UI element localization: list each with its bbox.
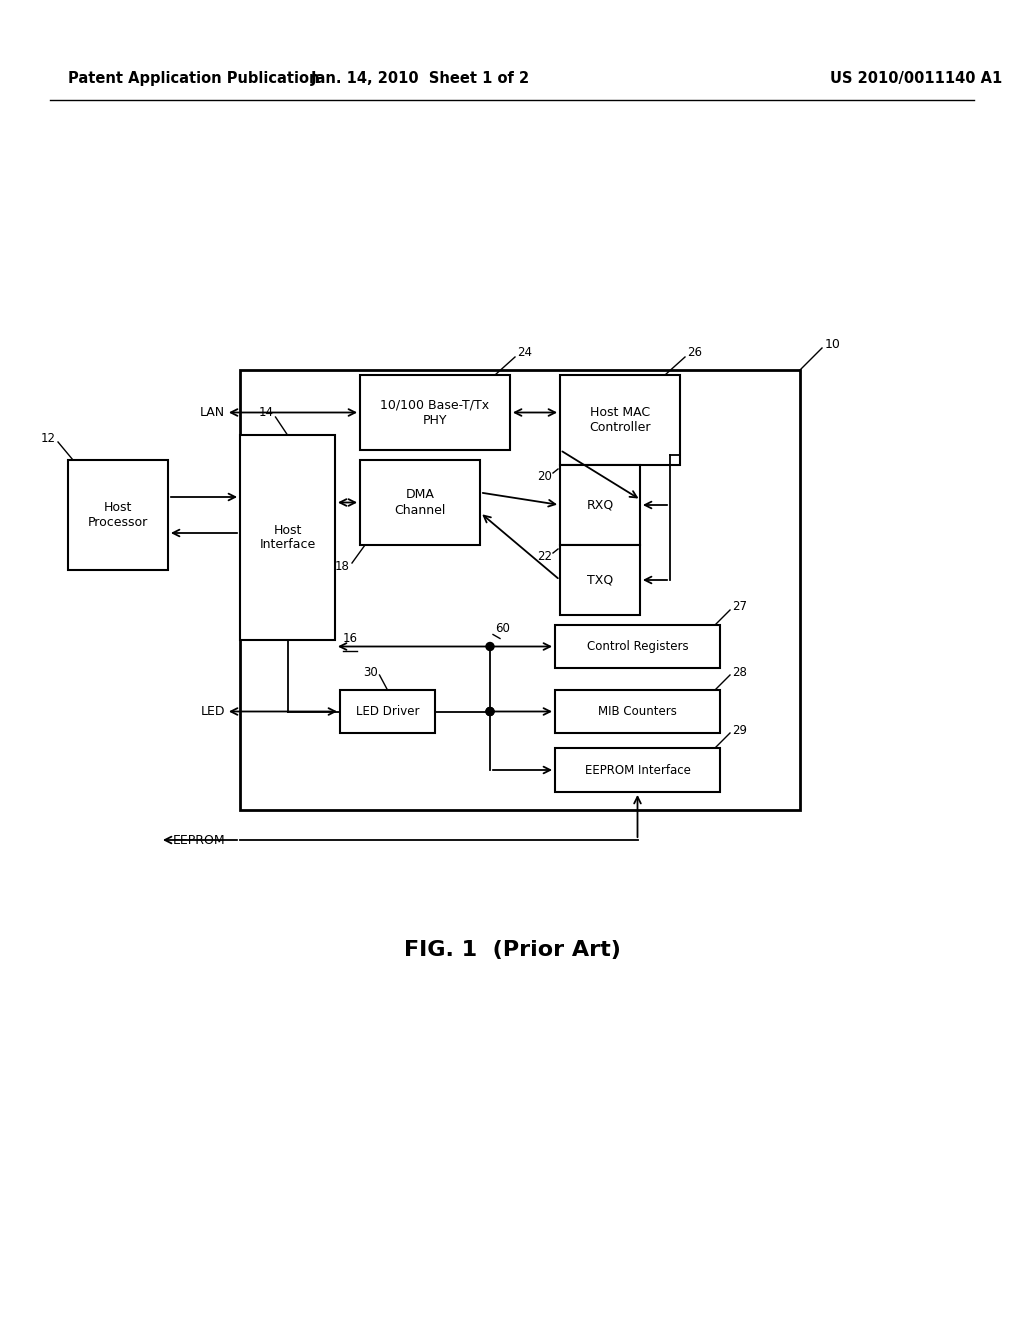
Text: 16: 16 bbox=[343, 631, 358, 644]
Text: 10: 10 bbox=[825, 338, 841, 351]
Text: MIB Counters: MIB Counters bbox=[598, 705, 677, 718]
Text: LED: LED bbox=[201, 705, 225, 718]
Text: 20: 20 bbox=[538, 470, 552, 483]
Text: 28: 28 bbox=[732, 665, 746, 678]
Text: 29: 29 bbox=[732, 723, 746, 737]
Text: EEPROM: EEPROM bbox=[172, 833, 225, 846]
Bar bbox=[555, 748, 720, 792]
Bar bbox=[560, 465, 640, 545]
Text: 60: 60 bbox=[495, 622, 510, 635]
Text: Patent Application Publication: Patent Application Publication bbox=[68, 70, 319, 86]
Text: 30: 30 bbox=[362, 665, 378, 678]
Text: 27: 27 bbox=[732, 601, 746, 614]
Text: 22: 22 bbox=[537, 550, 552, 564]
Circle shape bbox=[486, 708, 494, 715]
Text: Control Registers: Control Registers bbox=[587, 640, 688, 653]
Text: 26: 26 bbox=[687, 346, 702, 359]
Circle shape bbox=[486, 643, 494, 651]
Bar bbox=[560, 545, 640, 615]
Text: TXQ: TXQ bbox=[587, 573, 613, 586]
Text: Host MAC
Controller: Host MAC Controller bbox=[589, 407, 650, 434]
Text: 10/100 Base-T/Tx
PHY: 10/100 Base-T/Tx PHY bbox=[381, 399, 489, 426]
Bar bbox=[560, 375, 680, 465]
Text: LED Driver: LED Driver bbox=[355, 705, 419, 718]
Text: 14: 14 bbox=[258, 407, 273, 420]
Text: Host
Interface: Host Interface bbox=[259, 524, 315, 552]
Bar bbox=[340, 690, 435, 733]
Text: 18: 18 bbox=[335, 561, 350, 573]
Bar bbox=[240, 370, 800, 810]
Text: LAN: LAN bbox=[200, 407, 225, 418]
Text: RXQ: RXQ bbox=[587, 499, 613, 511]
Text: 24: 24 bbox=[517, 346, 532, 359]
Bar bbox=[68, 459, 168, 570]
Bar bbox=[360, 375, 510, 450]
Text: EEPROM Interface: EEPROM Interface bbox=[585, 763, 690, 776]
Bar bbox=[240, 436, 335, 640]
Text: US 2010/0011140 A1: US 2010/0011140 A1 bbox=[830, 70, 1002, 86]
Text: 12: 12 bbox=[41, 432, 56, 445]
Bar bbox=[555, 624, 720, 668]
Text: FIG. 1  (Prior Art): FIG. 1 (Prior Art) bbox=[403, 940, 621, 960]
Bar bbox=[555, 690, 720, 733]
Text: Jan. 14, 2010  Sheet 1 of 2: Jan. 14, 2010 Sheet 1 of 2 bbox=[310, 70, 529, 86]
Text: Host
Processor: Host Processor bbox=[88, 502, 148, 529]
Circle shape bbox=[486, 708, 494, 715]
Text: DMA
Channel: DMA Channel bbox=[394, 488, 445, 516]
Bar bbox=[360, 459, 480, 545]
